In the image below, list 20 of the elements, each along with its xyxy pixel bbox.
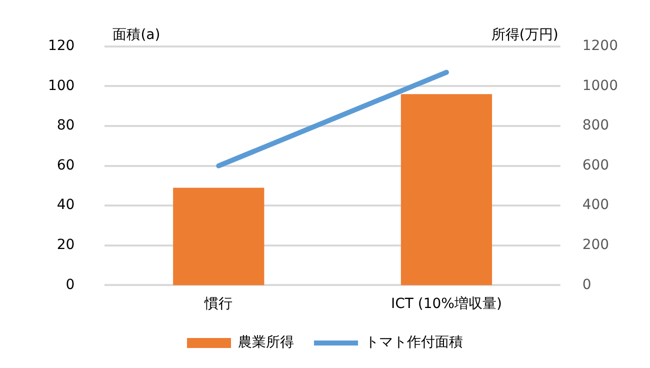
y2-tick-label: 400 (582, 197, 610, 214)
y2-axis-title: 所得(万円) (491, 27, 558, 44)
y-tick-label: 120 (48, 38, 75, 54)
legend-label: 農業所得 (238, 334, 294, 351)
x-tick-label: 慣行 (204, 296, 233, 312)
y2-tick-label: 1200 (582, 38, 618, 54)
y2-tick-label: 800 (582, 118, 610, 134)
y-tick-label: 60 (56, 157, 75, 174)
y-tick-label: 20 (56, 237, 75, 254)
y-tick-label: 100 (48, 78, 75, 94)
y-tick-label: 0 (66, 276, 75, 293)
y2-tick-label: 200 (582, 237, 610, 254)
legend-label: トマト作付面積 (365, 334, 463, 351)
y2-tick-label: 1000 (582, 78, 618, 94)
y-axis-title: 面積(a) (112, 27, 160, 44)
y2-tick-label: 600 (582, 157, 610, 174)
y-tick-label: 80 (56, 118, 75, 134)
x-tick-label: ICT (10%増収量) (390, 295, 502, 312)
y2-tick-label: 0 (582, 276, 592, 293)
y-tick-label: 40 (56, 197, 75, 214)
